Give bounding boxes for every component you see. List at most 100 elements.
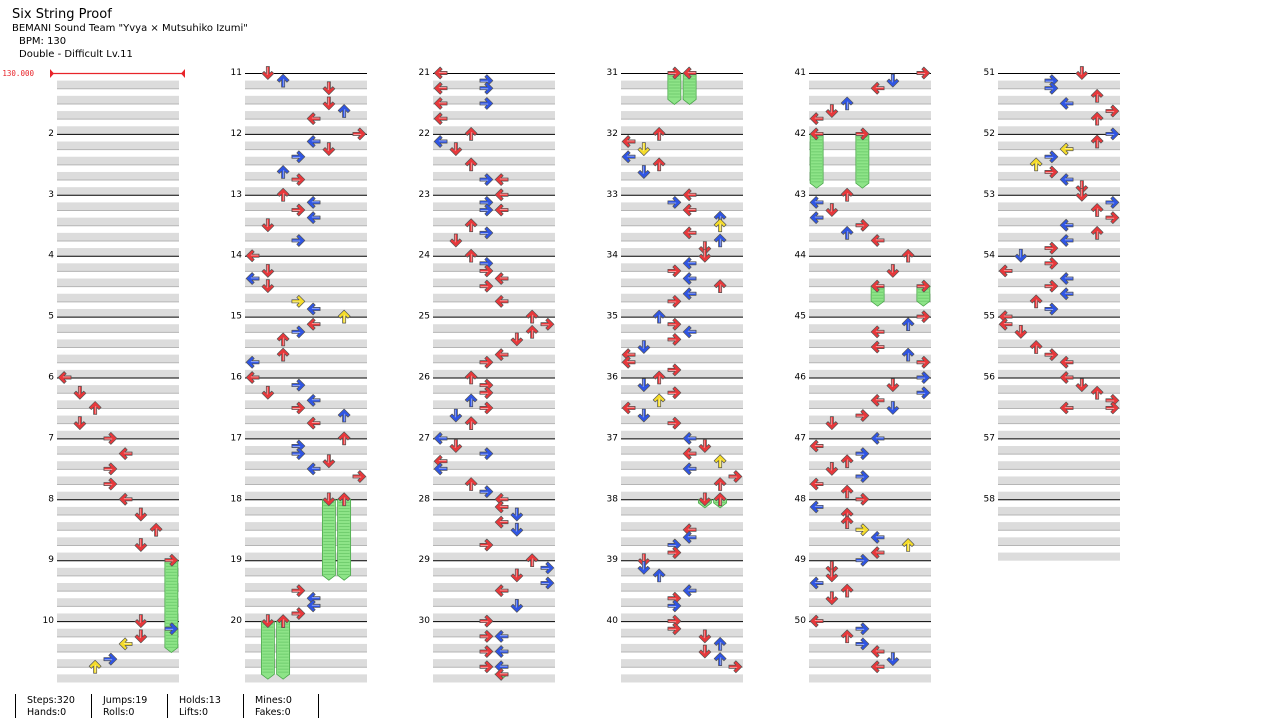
step-arrow [1044, 81, 1059, 95]
step-arrow [510, 507, 524, 522]
beat-band [621, 156, 743, 165]
beat-band [57, 415, 179, 424]
step-arrow [479, 386, 494, 400]
step-arrow [728, 660, 743, 674]
beat-band [621, 202, 743, 211]
beat-band [245, 476, 367, 485]
step-arrow [667, 295, 682, 308]
step-arrow [1075, 180, 1089, 195]
measure: 16 [231, 373, 367, 439]
stats-divider [167, 694, 168, 718]
measure: 48 [795, 494, 931, 561]
step-arrow [682, 584, 697, 597]
step-arrow [1059, 371, 1074, 384]
step-arrow [291, 234, 306, 247]
step-arrow [433, 462, 448, 476]
beat-band [998, 324, 1120, 333]
step-arrow [840, 454, 854, 469]
step-arrow [698, 248, 712, 263]
step-arrow [916, 386, 931, 400]
step-arrow [494, 515, 509, 529]
song-difficulty: Double - Difficult Lv.11 [19, 49, 133, 60]
step-arrow [825, 560, 839, 575]
beat-band [245, 613, 367, 622]
step-arrow [855, 492, 870, 506]
measure-number: 31 [607, 68, 618, 78]
beat-band [433, 278, 555, 287]
step-arrow [855, 470, 870, 483]
measure: 15 [231, 312, 367, 378]
step-arrow [698, 492, 712, 507]
step-arrow [479, 401, 494, 415]
beat-band [245, 461, 367, 470]
step-arrow [901, 347, 915, 362]
beat-band [998, 446, 1120, 455]
beat-band [433, 598, 555, 607]
step-arrow [667, 416, 682, 430]
step-arrow [840, 96, 854, 111]
measure: 29 [419, 555, 555, 622]
measure-number: 45 [795, 312, 806, 322]
step-arrow [494, 645, 509, 658]
step-arrow [306, 462, 321, 476]
beat-band [245, 491, 367, 500]
beat-band [433, 415, 555, 424]
step-arrow [1044, 279, 1059, 293]
step-arrow [698, 241, 712, 255]
step-arrow [494, 629, 509, 643]
step-arrow [667, 546, 682, 559]
step-arrow [840, 226, 854, 240]
beat-band [433, 111, 555, 120]
step-arrow [510, 599, 524, 613]
beat-band [433, 430, 555, 439]
bpm-marker-tick [50, 69, 54, 78]
step-arrow [291, 378, 306, 392]
beat-band [809, 506, 931, 516]
step-arrow [825, 416, 839, 431]
measure-number: 51 [984, 68, 995, 78]
measure: 19 [231, 555, 367, 622]
measure-number: 42 [795, 129, 806, 139]
beat-band [57, 659, 179, 668]
step-arrow [855, 523, 870, 537]
step-arrow [825, 591, 839, 606]
beat-band [245, 369, 367, 378]
beat-band [621, 400, 743, 409]
beat-band [621, 232, 743, 241]
step-arrow [840, 187, 854, 202]
measure-number: 27 [419, 433, 430, 443]
beat-band [245, 202, 367, 211]
step-arrow [276, 187, 290, 202]
step-arrow [1044, 302, 1059, 316]
measure: 17 [231, 433, 367, 500]
beat-band [621, 674, 743, 683]
beat-band [245, 263, 367, 272]
beat-band [621, 659, 743, 668]
measure-number: 20 [231, 616, 243, 626]
beat-band [809, 232, 931, 241]
measure-number: 49 [795, 555, 807, 565]
step-arrow [682, 272, 697, 285]
measure-number: 46 [795, 373, 807, 383]
measure-number: 7 [48, 433, 54, 443]
step-arrow [682, 66, 697, 80]
measure-number: 17 [231, 433, 242, 443]
step-arrow [855, 622, 870, 636]
step-arrow [1059, 142, 1074, 156]
measure-number: 37 [607, 433, 618, 443]
step-arrow [621, 135, 636, 148]
step-arrow [464, 157, 478, 172]
beat-band [809, 248, 931, 257]
beat-band [433, 385, 555, 394]
step-arrow [337, 309, 351, 324]
measure-number: 53 [984, 190, 995, 200]
step-arrow [1105, 196, 1120, 209]
step-arrow [306, 302, 321, 316]
step-arrow [698, 439, 712, 453]
step-arrow [840, 515, 854, 529]
step-arrow [306, 393, 321, 407]
step-arrow [916, 279, 931, 293]
hold-body [321, 498, 336, 581]
step-arrow [291, 325, 306, 339]
beat-band [57, 385, 179, 394]
